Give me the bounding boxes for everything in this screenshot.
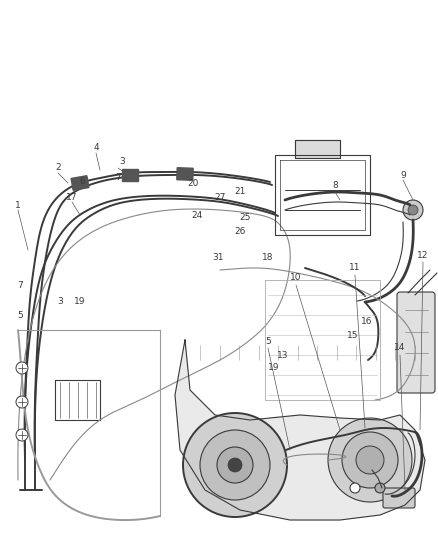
Text: 25: 25 [239,214,251,222]
Text: 19: 19 [268,364,280,373]
Polygon shape [122,169,138,181]
Circle shape [16,396,28,408]
Circle shape [328,418,412,502]
Text: 18: 18 [262,254,274,262]
Text: 7: 7 [17,280,23,289]
Circle shape [408,205,418,215]
Text: 12: 12 [417,251,429,260]
Text: 4: 4 [93,143,99,152]
Text: 19: 19 [74,297,86,306]
FancyBboxPatch shape [397,292,435,393]
FancyBboxPatch shape [383,488,415,508]
Text: 17: 17 [66,192,78,201]
Circle shape [200,430,270,500]
Polygon shape [295,140,340,158]
Text: 24: 24 [191,211,203,220]
Text: 8: 8 [332,181,338,190]
Text: 3: 3 [57,297,63,306]
Text: 27: 27 [214,193,226,203]
Circle shape [183,413,287,517]
Text: 13: 13 [277,351,289,359]
Text: 5: 5 [265,337,271,346]
Text: 20: 20 [187,179,199,188]
Circle shape [16,429,28,441]
Text: 6: 6 [79,177,85,187]
Text: 2: 2 [55,164,61,173]
Text: 10: 10 [290,273,302,282]
Polygon shape [177,168,193,180]
Text: 26: 26 [234,228,246,237]
Circle shape [403,200,423,220]
Circle shape [228,458,242,472]
Polygon shape [71,176,89,190]
Text: 21: 21 [234,188,246,197]
Text: 11: 11 [349,263,361,272]
Circle shape [217,447,253,483]
Circle shape [350,483,360,493]
Text: 3: 3 [119,157,125,166]
Polygon shape [175,340,425,520]
Text: 31: 31 [212,254,224,262]
Text: 15: 15 [347,330,359,340]
Circle shape [342,432,398,488]
Text: 9: 9 [400,171,406,180]
Circle shape [356,446,384,474]
Text: 7: 7 [115,173,121,182]
Text: 14: 14 [394,343,406,352]
Text: 16: 16 [361,318,373,327]
Text: 1: 1 [15,200,21,209]
Circle shape [16,362,28,374]
Circle shape [375,483,385,493]
Text: 5: 5 [17,311,23,319]
